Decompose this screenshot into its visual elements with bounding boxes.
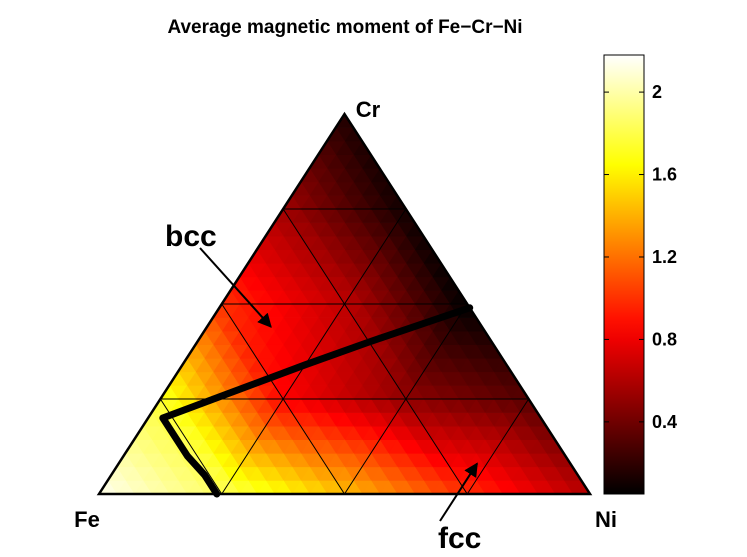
colorbar-tick-label: 1.6	[652, 165, 677, 185]
phase-boundary-line	[159, 304, 474, 498]
ternary-heatmap	[98, 113, 591, 495]
annotation-bcc-arrow	[199, 247, 272, 328]
colorbar-ticks: 0.4 0.8 1.2 1.6 2	[604, 82, 677, 432]
colorbar-tick-label: 0.4	[652, 412, 677, 432]
grid-line-fe	[282, 208, 468, 495]
grid-line-ni	[221, 208, 407, 495]
chart-title: Average magnetic moment of Fe−Cr−Ni	[167, 17, 522, 38]
triangle-outline	[96, 111, 593, 496]
vertex-label-left: Fe	[74, 507, 100, 532]
annotation-bcc-label: bcc	[165, 220, 217, 253]
colorbar-tick-label: 1.2	[652, 247, 677, 267]
colorbar-gradient	[603, 54, 645, 495]
grid-line-fe	[221, 303, 345, 495]
colorbar: 0.4 0.8 1.2 1.6 2	[603, 54, 677, 495]
vertex-label-top: Cr	[356, 97, 381, 122]
annotation-bcc: bcc	[165, 220, 272, 328]
grid-line-ni	[466, 398, 530, 495]
annotation-fcc-label: fcc	[438, 522, 481, 555]
colorbar-tick-label: 2	[652, 82, 662, 102]
vertex-label-right: Ni	[595, 507, 617, 532]
grid-line-ni	[344, 303, 468, 495]
colorbar-tick-label: 0.8	[652, 329, 677, 349]
ternary-grid	[159, 208, 530, 495]
annotation-fcc: fcc	[438, 462, 481, 555]
annotation-fcc-arrow	[439, 462, 478, 522]
